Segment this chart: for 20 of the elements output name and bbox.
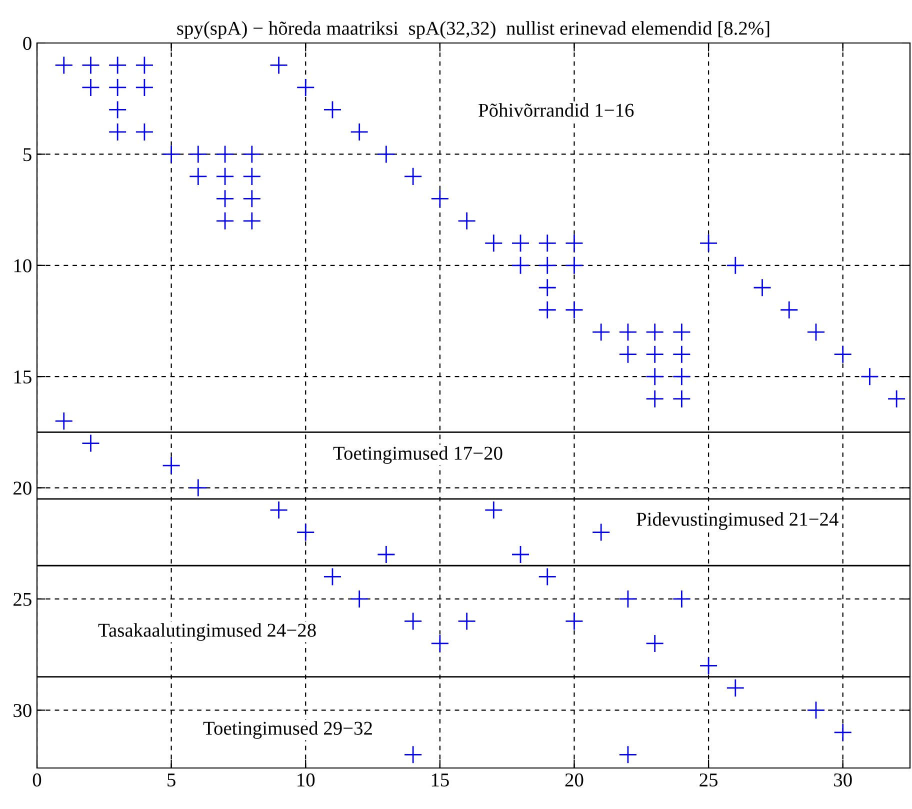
x-tick-label: 10	[298, 773, 315, 787]
chart-title: spy(spA) − hõreda maatriksi spA(32,32) nullist erinevad elemendid [8.2%]	[177, 21, 770, 39]
x-tick-label: 30	[834, 773, 852, 787]
annotation: Toetingimused 29−32	[203, 721, 372, 739]
y-tick-label: 10	[14, 259, 32, 272]
y-tick-label: 20	[14, 482, 32, 495]
x-tick-label: 20	[565, 773, 584, 787]
annotation: Põhivõrrandid 1−16	[478, 103, 634, 117]
y-tick-label: 25	[14, 592, 32, 606]
x-tick-label: 25	[700, 773, 718, 787]
x-tick-label: 5	[168, 774, 176, 787]
y-tick-label: 0	[23, 36, 32, 50]
y-tick-label: 15	[14, 370, 32, 384]
annotation: Tasakaalutingimused 24−28	[98, 623, 316, 641]
y-tick-label: 5	[24, 148, 32, 162]
x-tick-label: 0	[32, 773, 42, 787]
annotation: Pidevustingimused 21−24	[636, 512, 838, 530]
annotation: Toetingimused 17−20	[333, 446, 502, 464]
x-tick-label: 15	[432, 774, 449, 787]
y-tick-label: 30	[14, 704, 32, 718]
